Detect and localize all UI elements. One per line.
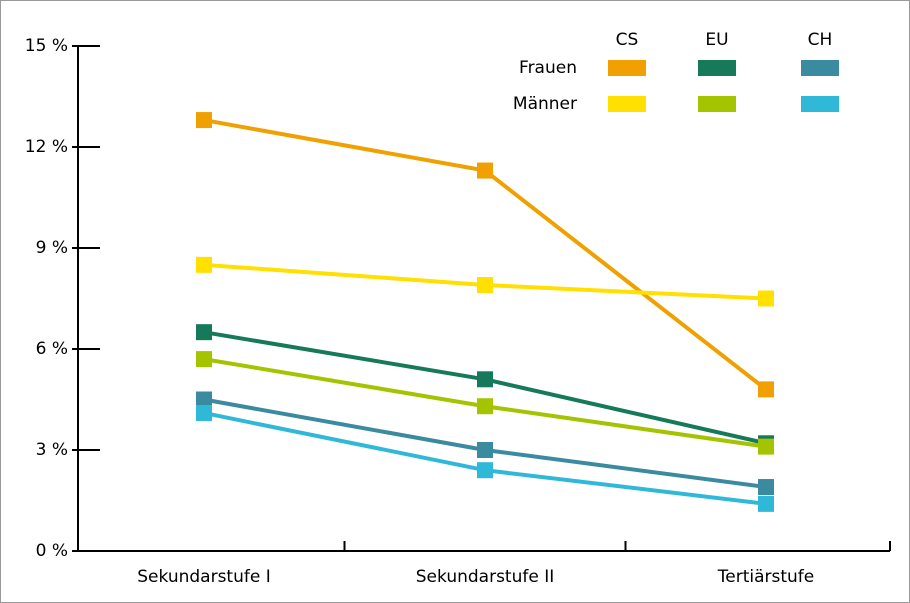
x-tick-label: Tertiärstufe [717,567,814,587]
data-point [477,462,493,479]
y-tick-label: 9 % [36,238,68,258]
legend-swatch [801,60,839,76]
legend-column-label: CH [808,30,833,50]
data-point [758,381,774,398]
data-point [758,495,774,512]
data-point [196,404,212,421]
legend-swatch [608,96,646,112]
y-tick-label: 12 % [25,137,68,157]
x-tick-label: Sekundarstufe II [416,567,555,587]
data-point [758,290,774,307]
data-point [477,442,493,458]
legend-column-label: CS [616,30,639,50]
data-point [196,351,212,368]
data-point [758,438,774,455]
data-point [196,324,212,341]
legend-swatch [698,60,736,76]
y-tick-label: 3 % [36,440,68,460]
legend-column-label: EU [705,30,728,50]
data-point [477,371,493,388]
data-point [477,398,493,415]
legend-row-label: Frauen [519,58,577,78]
legend-swatch [608,60,646,76]
y-tick-label: 6 % [36,339,68,359]
y-tick-label: 0 % [36,541,68,561]
legend-row-label: Männer [513,94,577,114]
data-point [196,256,212,273]
x-tick-label: Sekundarstufe I [137,567,270,587]
data-point [758,479,774,496]
y-tick-label: 15 % [25,36,68,56]
data-point [477,277,493,294]
data-point [477,162,493,179]
data-point [196,112,212,129]
legend-swatch [698,96,736,112]
legend-swatch [801,96,839,112]
data-point [196,391,212,408]
